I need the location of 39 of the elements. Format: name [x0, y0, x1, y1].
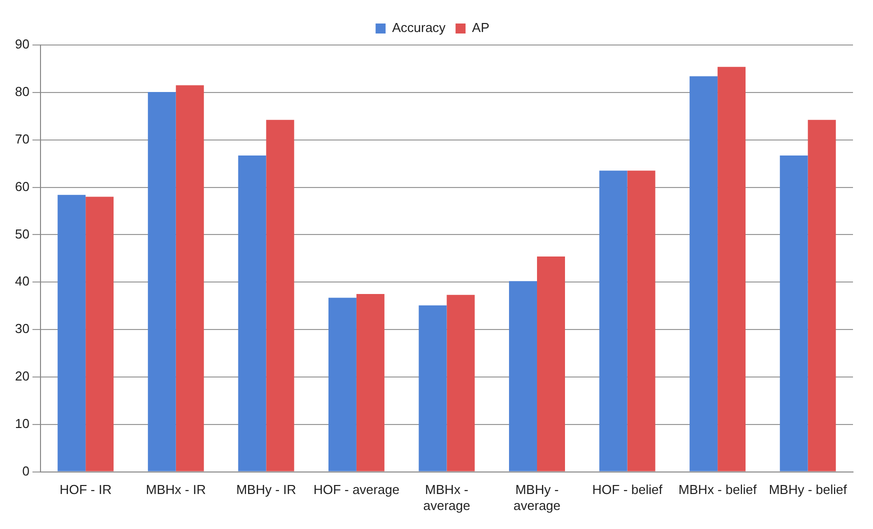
legend-label: Accuracy: [392, 20, 446, 36]
bar: [718, 66, 746, 472]
bar: [328, 298, 356, 472]
bar: [266, 120, 294, 472]
y-tick-label: 50: [14, 226, 30, 242]
y-tick-label: 10: [14, 416, 30, 431]
bar: [356, 294, 384, 472]
x-tick-label: MBHx - belief: [678, 482, 757, 498]
bar: [446, 294, 475, 472]
bar: [238, 155, 266, 472]
legend-label: AP: [472, 20, 490, 36]
y-tick-label: 30: [14, 321, 30, 336]
y-tick-label: 90: [14, 36, 30, 52]
bar: [509, 281, 538, 472]
x-tick-label: MBHx - average: [423, 482, 470, 513]
bar: [176, 85, 204, 472]
x-tick-label: HOF - average: [313, 482, 400, 498]
x-tick-label: MBHx - IR: [146, 482, 206, 498]
bar: [808, 120, 836, 472]
bar: [58, 194, 86, 472]
y-tick-label: 0: [22, 463, 30, 478]
x-tick-label: HOF - IR: [60, 482, 112, 498]
x-tick-label: MBHy - IR: [236, 482, 296, 498]
bar: [780, 155, 808, 472]
bar: [418, 305, 447, 472]
y-tick-label: 40: [14, 274, 30, 289]
bar: [627, 170, 656, 472]
y-tick-label: 80: [14, 84, 30, 99]
bar: [690, 76, 718, 472]
y-tick-label: 70: [14, 131, 30, 146]
x-tick-label: HOF - belief: [592, 482, 663, 498]
x-tick-label: MBHy - belief: [768, 482, 848, 498]
bar: [599, 170, 628, 472]
bar: [148, 92, 176, 472]
bar: [537, 256, 565, 472]
x-tick-label: MBHy - average: [514, 482, 561, 513]
bar: [86, 196, 114, 472]
y-tick-label: 60: [14, 178, 30, 194]
y-tick-label: 20: [14, 368, 30, 384]
